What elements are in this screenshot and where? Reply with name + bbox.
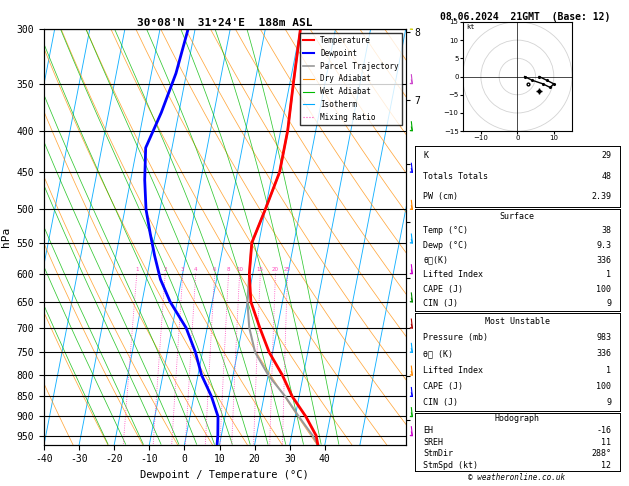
Text: CAPE (J): CAPE (J) (423, 285, 464, 294)
Text: 100: 100 (596, 285, 611, 294)
Text: 12: 12 (601, 461, 611, 470)
Text: 15: 15 (257, 267, 264, 272)
Text: 983: 983 (596, 333, 611, 342)
Y-axis label: km
ASL: km ASL (423, 237, 440, 259)
Text: 1: 1 (135, 267, 138, 272)
Text: 38: 38 (601, 226, 611, 235)
Text: 1: 1 (606, 270, 611, 279)
Text: CIN (J): CIN (J) (423, 299, 459, 308)
Text: Hodograph: Hodograph (495, 415, 540, 423)
Text: Surface: Surface (500, 212, 535, 221)
Text: © weatheronline.co.uk: © weatheronline.co.uk (469, 473, 565, 482)
Legend: Temperature, Dewpoint, Parcel Trajectory, Dry Adiabat, Wet Adiabat, Isotherm, Mi: Temperature, Dewpoint, Parcel Trajectory… (299, 33, 402, 125)
Text: θᴇ(K): θᴇ(K) (423, 256, 448, 264)
Text: 2: 2 (164, 267, 167, 272)
Text: Pressure (mb): Pressure (mb) (423, 333, 488, 342)
Text: Dewp (°C): Dewp (°C) (423, 241, 469, 250)
Text: Most Unstable: Most Unstable (485, 317, 550, 326)
X-axis label: Dewpoint / Temperature (°C): Dewpoint / Temperature (°C) (140, 470, 309, 480)
Text: 336: 336 (596, 349, 611, 359)
Text: 9.3: 9.3 (596, 241, 611, 250)
Text: SREH: SREH (423, 438, 443, 447)
Text: 11: 11 (601, 438, 611, 447)
Text: 6: 6 (213, 267, 216, 272)
Text: θᴇ (K): θᴇ (K) (423, 349, 454, 359)
Text: Lifted Index: Lifted Index (423, 365, 483, 375)
Text: PW (cm): PW (cm) (423, 192, 459, 201)
Text: 100: 100 (596, 382, 611, 391)
Text: Temp (°C): Temp (°C) (423, 226, 469, 235)
Text: 4: 4 (194, 267, 198, 272)
Text: 336: 336 (596, 256, 611, 264)
Text: kt: kt (466, 24, 475, 30)
Text: Totals Totals: Totals Totals (423, 172, 488, 181)
Text: CAPE (J): CAPE (J) (423, 382, 464, 391)
Text: 8: 8 (227, 267, 230, 272)
Text: 9: 9 (606, 398, 611, 407)
Text: 9: 9 (606, 299, 611, 308)
Title: 30°08'N  31°24'E  188m ASL: 30°08'N 31°24'E 188m ASL (137, 18, 313, 28)
Text: K: K (423, 152, 428, 160)
Text: 25: 25 (284, 267, 291, 272)
Text: 1: 1 (606, 365, 611, 375)
Text: 48: 48 (601, 172, 611, 181)
Text: 29: 29 (601, 152, 611, 160)
Text: 2.39: 2.39 (591, 192, 611, 201)
Text: 08.06.2024  21GMT  (Base: 12): 08.06.2024 21GMT (Base: 12) (440, 12, 610, 22)
Text: Lifted Index: Lifted Index (423, 270, 483, 279)
Text: CIN (J): CIN (J) (423, 398, 459, 407)
Y-axis label: hPa: hPa (1, 227, 11, 247)
Text: 288°: 288° (591, 450, 611, 458)
Text: 10: 10 (236, 267, 243, 272)
Text: EH: EH (423, 426, 433, 435)
Text: StmDir: StmDir (423, 450, 454, 458)
Text: 20: 20 (272, 267, 279, 272)
Text: StmSpd (kt): StmSpd (kt) (423, 461, 478, 470)
Text: 3: 3 (181, 267, 184, 272)
Text: -16: -16 (596, 426, 611, 435)
